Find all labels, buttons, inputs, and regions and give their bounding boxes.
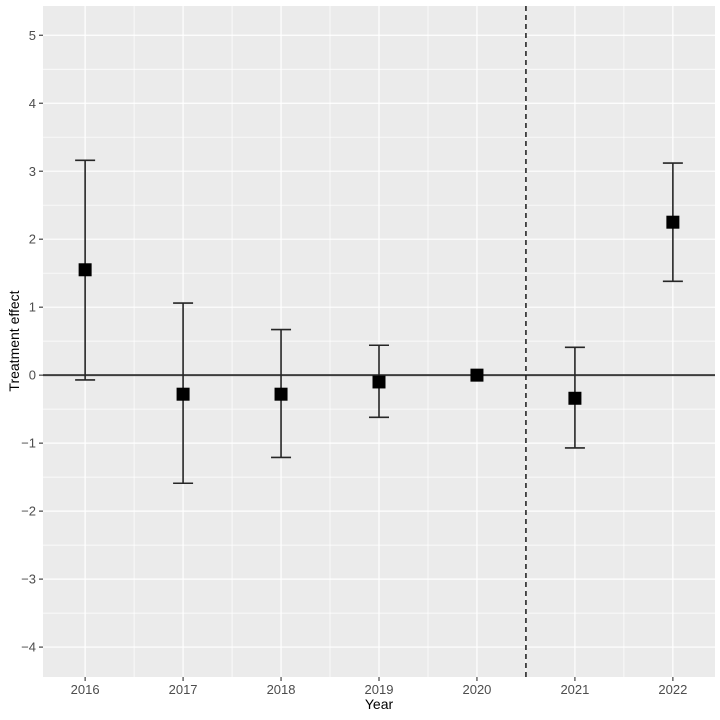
point-estimate-2022 bbox=[666, 215, 680, 229]
x-tick-label: 2018 bbox=[267, 682, 296, 697]
x-tick-label: 2020 bbox=[462, 682, 491, 697]
y-tick-label: 0 bbox=[29, 368, 36, 383]
y-tick-label: 5 bbox=[29, 28, 36, 43]
x-axis-title: Year bbox=[364, 696, 394, 712]
y-tick-label: −3 bbox=[21, 572, 36, 587]
point-estimate-2016 bbox=[78, 263, 92, 277]
point-estimate-2018 bbox=[274, 387, 288, 401]
point-estimate-2019 bbox=[372, 375, 386, 389]
y-tick-label: −2 bbox=[21, 504, 36, 519]
axis-ticks bbox=[39, 34, 674, 681]
x-tick-label: 2017 bbox=[169, 682, 198, 697]
y-tick-label: 2 bbox=[29, 232, 36, 247]
y-tick-label: −1 bbox=[21, 436, 36, 451]
y-tick-label: 3 bbox=[29, 164, 36, 179]
point-estimate-2017 bbox=[176, 387, 190, 401]
y-tick-label: 1 bbox=[29, 300, 36, 315]
x-tick-label: 2019 bbox=[365, 682, 394, 697]
x-tick-label: 2016 bbox=[71, 682, 100, 697]
y-axis-title: Treatment effect bbox=[6, 290, 22, 392]
x-tick-label: 2022 bbox=[658, 682, 687, 697]
point-estimate-2021 bbox=[568, 391, 582, 405]
y-tick-label: −4 bbox=[21, 640, 36, 655]
x-tick-label: 2021 bbox=[560, 682, 589, 697]
point-estimate-2020 bbox=[470, 368, 484, 382]
y-tick-label: 4 bbox=[29, 96, 36, 111]
